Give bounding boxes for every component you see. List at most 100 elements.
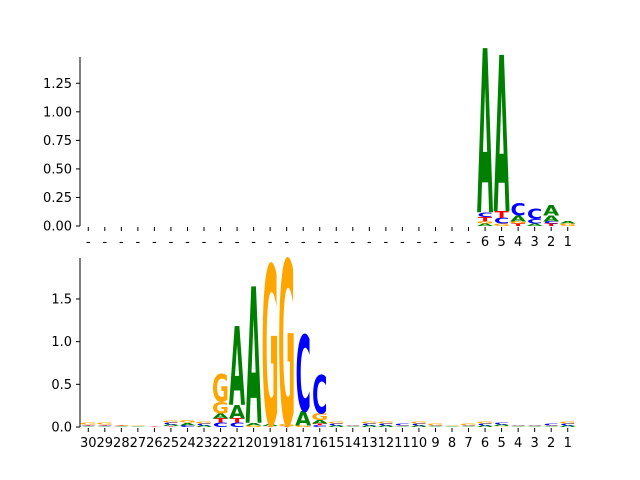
logo-letter-a: A [246, 422, 263, 426]
logo-letter-t: T [478, 216, 493, 223]
logo-letter-a: A [378, 425, 395, 428]
logo-letter-c: C [362, 423, 377, 426]
logo-letter-a: A [262, 424, 279, 427]
logo-letter-c: C [461, 425, 476, 426]
logo-letter-g: G [96, 422, 113, 425]
logo-letter-g: G [162, 421, 179, 424]
logo-letter-a: A [328, 425, 345, 428]
x-tick-label: - [400, 235, 405, 250]
logo-letter-c: C [180, 425, 195, 428]
logo-letter-c: C [163, 422, 178, 425]
x-tick-label: 11 [394, 436, 411, 451]
logo-letter-a: A [130, 426, 147, 427]
logo-letter-g: G [245, 425, 262, 428]
logo-letter-t: T [495, 209, 509, 220]
logo-letter-a: A [394, 426, 411, 427]
x-tick-label: 18 [278, 436, 295, 451]
logo-letter-t: T [263, 426, 277, 427]
logo-letter-g: G [262, 222, 279, 477]
x-tick-label: - [86, 235, 91, 250]
y-tick-label: 0.5 [51, 378, 72, 393]
y-tick-label: 0.0 [51, 421, 72, 436]
x-tick-label: 3 [531, 436, 539, 451]
y-tick-label: 0.00 [43, 220, 72, 235]
logo-letter-t: T [98, 424, 112, 425]
logo-letter-c: C [544, 423, 559, 426]
x-tick-label: 30 [80, 436, 97, 451]
x-tick-label: 19 [262, 436, 279, 451]
logo-letter-g: G [212, 399, 229, 417]
logo-letter-g: G [477, 422, 494, 425]
logo-letter-g: G [559, 422, 576, 425]
logo-letter-t: T [81, 424, 95, 425]
x-tick-label: 2 [547, 235, 555, 250]
logo-letter-a: A [229, 401, 246, 423]
logo-letter-t: T [313, 423, 327, 426]
logo-letter-a: A [543, 204, 559, 220]
logo-letter-g: G [377, 422, 394, 425]
logo-letter-c: C [97, 425, 112, 426]
x-tick-label: 23 [196, 436, 213, 451]
logo-letter-c: C [329, 423, 344, 426]
logo-letter-a: A [196, 425, 213, 428]
logo-letter-a: A [163, 424, 180, 427]
x-tick-label: 5 [497, 436, 505, 451]
logo-letter-c: C [312, 366, 327, 427]
logo-letter-c: C [477, 423, 492, 426]
x-tick-label: 6 [481, 436, 489, 451]
logo-letter-c: C [296, 314, 311, 436]
logo-letter-a: A [361, 425, 378, 428]
logo-letter-a: A [295, 407, 311, 430]
logo-letter-g: G [510, 424, 527, 425]
x-tick-label: - [384, 235, 389, 250]
logo-letter-c: C [428, 425, 443, 426]
logo-letter-g: G [543, 425, 560, 426]
logo-letter-g: G [295, 425, 312, 428]
x-tick-label: - [202, 235, 207, 250]
x-tick-label: - [417, 235, 422, 250]
logo-letter-a: A [560, 221, 577, 225]
x-tick-label: 1 [564, 235, 572, 250]
x-tick-label: - [350, 235, 355, 250]
logo-letter-c: C [511, 200, 526, 220]
logo-letter-a: A [345, 426, 362, 427]
logo-letter-a: A [494, 13, 510, 262]
logo-letter-g: G [394, 425, 411, 426]
logo-letter-g: G [427, 423, 444, 426]
x-tick-label: 5 [497, 235, 505, 250]
x-tick-label: - [169, 235, 174, 250]
x-tick-label: 8 [448, 436, 456, 451]
logo-letter-c: C [395, 423, 410, 426]
x-tick-label: 7 [464, 436, 472, 451]
x-tick-label: 24 [179, 436, 196, 451]
logo-letter-c: C [544, 221, 559, 225]
logo-letter-a: A [80, 426, 97, 427]
x-tick-label: - [367, 235, 372, 250]
logo-letter-g: G [195, 422, 212, 425]
x-tick-label: 4 [514, 235, 522, 250]
logo-letter-c: C [494, 216, 509, 225]
logo-letter-t: T [213, 417, 228, 424]
logo-letter-c: C [81, 425, 96, 426]
logo-letter-t: T [114, 424, 128, 425]
logo-letter-c: C [527, 218, 542, 225]
x-tick-label: - [119, 235, 124, 250]
logo-letter-c: C [511, 425, 526, 426]
logo-letter-t: T [164, 426, 178, 427]
x-tick-label: 12 [378, 436, 395, 451]
logo-letter-c: C [229, 422, 244, 429]
x-tick-label: 14 [345, 436, 362, 451]
logo-letter-g: G [212, 368, 229, 411]
logo-letter-g: G [328, 422, 345, 425]
x-tick-label: - [251, 235, 256, 250]
x-tick-label: 20 [245, 436, 262, 451]
logo-letter-a: A [461, 426, 478, 427]
logo-letter-c: C [411, 423, 426, 426]
logo-letter-a: A [411, 425, 428, 428]
logo-letter-g: G [278, 215, 295, 478]
x-tick-label: 10 [411, 436, 428, 451]
logo-letter-a: A [527, 223, 544, 227]
x-tick-label: 15 [328, 436, 345, 451]
x-tick-label: 26 [146, 436, 163, 451]
